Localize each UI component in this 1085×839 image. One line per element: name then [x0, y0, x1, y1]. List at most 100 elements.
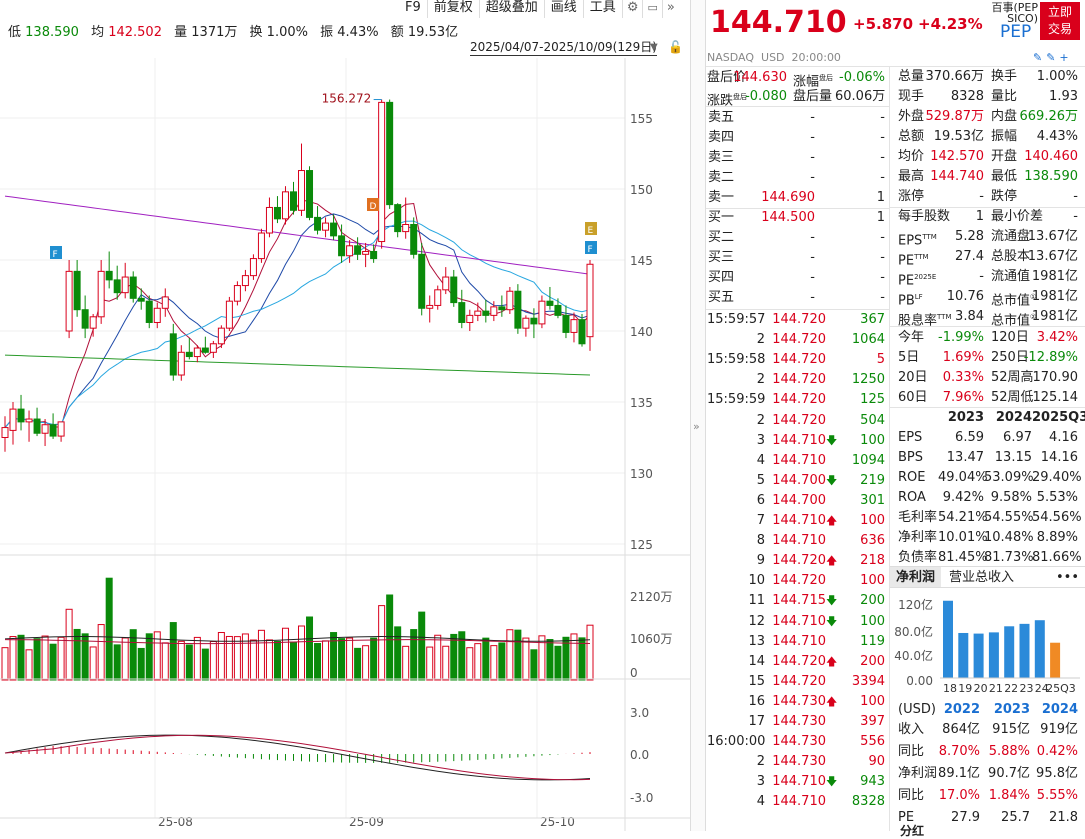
fin-value: 10.01%	[938, 530, 988, 545]
annual-value: 915亿	[992, 722, 1030, 737]
annual-label: PE	[898, 810, 915, 825]
event-marker-label: F	[588, 245, 593, 255]
stat-row: 涨停 - 跌停 -	[898, 187, 1083, 207]
annual-value: 17.0%	[938, 788, 980, 803]
candle-body	[458, 302, 466, 323]
price-tick: 145	[630, 254, 653, 268]
annual-label: 同比	[898, 744, 925, 759]
stat-label: 现手	[898, 89, 925, 104]
tick-time: 16	[748, 693, 765, 709]
fin-row: 毛利率 54.21% 54.55% 54.56%	[898, 508, 1083, 528]
toolbar-f9[interactable]: F9	[399, 0, 428, 18]
ah-value2: 60.06万	[835, 89, 886, 104]
toolbar-adjust[interactable]: 前复权	[428, 0, 480, 18]
tick-price: 144.710	[772, 513, 826, 528]
stat-label2: 跌停	[991, 189, 1018, 204]
annual-value: 5.88%	[988, 744, 1030, 759]
fin-label: 毛利率	[898, 510, 938, 525]
stat-value: 142.570	[930, 149, 984, 164]
last-price: 144.710	[710, 5, 847, 40]
stat-value: 8328	[950, 89, 984, 104]
event-marker[interactable]	[367, 198, 379, 211]
arrow-down-icon: 🡇	[826, 473, 838, 487]
fund-label: 股息率TTM	[898, 313, 952, 329]
tick-volume: 125	[860, 392, 885, 408]
return-value: 7.96%	[942, 390, 984, 405]
annual-label: 同比	[898, 788, 925, 803]
volume-bar	[105, 577, 113, 681]
toolbar-overlay[interactable]: 超级叠加	[480, 0, 545, 18]
candle-body	[1, 427, 9, 438]
trade-button[interactable]: 立即 交易	[1040, 2, 1080, 40]
bar-x-tick: 24	[1035, 682, 1049, 695]
volume-bar	[49, 643, 57, 681]
arrow-down-icon: 🡇	[826, 614, 838, 628]
tab-net-profit[interactable]: 净利润	[890, 567, 942, 587]
lock-icon[interactable]: 🔓	[668, 40, 683, 54]
candle-body	[474, 310, 482, 316]
expand-icon[interactable]: »	[666, 0, 675, 15]
stat-label: 总量	[898, 69, 925, 84]
tick-price: 144.710	[772, 613, 826, 629]
tick-volume: 119	[860, 633, 885, 649]
volume-bar	[466, 647, 474, 681]
return-label: 60日	[898, 390, 928, 405]
more-icon[interactable]: •••	[1055, 570, 1079, 585]
volume-bar	[1, 647, 9, 681]
volume-bar	[41, 635, 49, 681]
tick-row: 8 144.710 636	[707, 531, 887, 551]
candle-body	[330, 222, 338, 237]
tick-volume: 504	[860, 412, 885, 428]
event-marker-label: D	[370, 202, 377, 212]
fin-value: 5.53%	[1036, 490, 1078, 505]
market-info: NASDAQ USD 20:00:00	[707, 51, 841, 64]
fund-label: EPSTTM	[898, 233, 937, 249]
bar-y-tick: 120亿	[898, 597, 933, 612]
tick-volume: 100	[860, 693, 885, 709]
candle-body	[193, 347, 201, 358]
annual-unit: (USD)	[898, 702, 936, 717]
candle-body	[410, 224, 418, 255]
fin-year: 2025Q3	[1032, 410, 1085, 425]
volume-bar	[225, 635, 233, 681]
volume-bar	[514, 629, 522, 681]
chevron-right-icon[interactable]: »	[693, 420, 700, 433]
event-marker[interactable]	[585, 222, 597, 235]
panel-collapse-strip[interactable]: »	[690, 0, 706, 831]
event-marker[interactable]	[585, 241, 597, 254]
tick-price: 144.730	[772, 754, 826, 770]
fin-value: 9.58%	[990, 490, 1032, 505]
tick-price: 144.710	[772, 794, 826, 810]
event-marker[interactable]	[50, 246, 62, 259]
fin-value: 8.89%	[1036, 530, 1078, 545]
edit-icons[interactable]: ✎✎+	[1033, 51, 1073, 64]
tick-time: 3	[756, 432, 765, 448]
date-range[interactable]: 2025/04/07-2025/10/09(129日)	[470, 40, 657, 56]
tick-price: 144.710	[772, 452, 826, 468]
bar-y-tick: 40.0亿	[894, 648, 933, 663]
ask-price: -	[810, 170, 815, 185]
gear-icon[interactable]: ⚙	[623, 0, 644, 18]
macd-tick: 0.0	[630, 748, 649, 762]
candle-body	[17, 408, 25, 423]
high-annotation: 156.272	[322, 92, 372, 106]
fin-value: 54.55%	[984, 510, 1034, 525]
wp-icon[interactable]: ▭	[643, 0, 663, 18]
candle-body	[241, 275, 249, 287]
tick-row: 12 144.710 🡇 100	[707, 612, 887, 632]
profit-bar	[973, 633, 984, 678]
volume-bar	[314, 643, 322, 681]
price-chart[interactable]: 155 150 145 140 135 130 125 25-08 25-09 25-10 156.…	[0, 58, 690, 831]
tab-revenue[interactable]: 营业总收入	[949, 570, 1015, 585]
volume-bar	[265, 639, 273, 681]
toolbar-draw[interactable]: 画线	[545, 0, 584, 18]
tick-row: 5 144.700 🡇 219	[707, 471, 887, 491]
candle-body	[578, 319, 586, 345]
tick-row: 2 144.720 1064	[707, 330, 887, 350]
tick-volume: 5	[876, 352, 885, 368]
volume-bar	[562, 636, 570, 681]
toolbar-tools[interactable]: 工具	[584, 0, 623, 18]
volume-bar	[153, 631, 161, 681]
dropdown-icon[interactable]: ▼	[650, 42, 658, 53]
